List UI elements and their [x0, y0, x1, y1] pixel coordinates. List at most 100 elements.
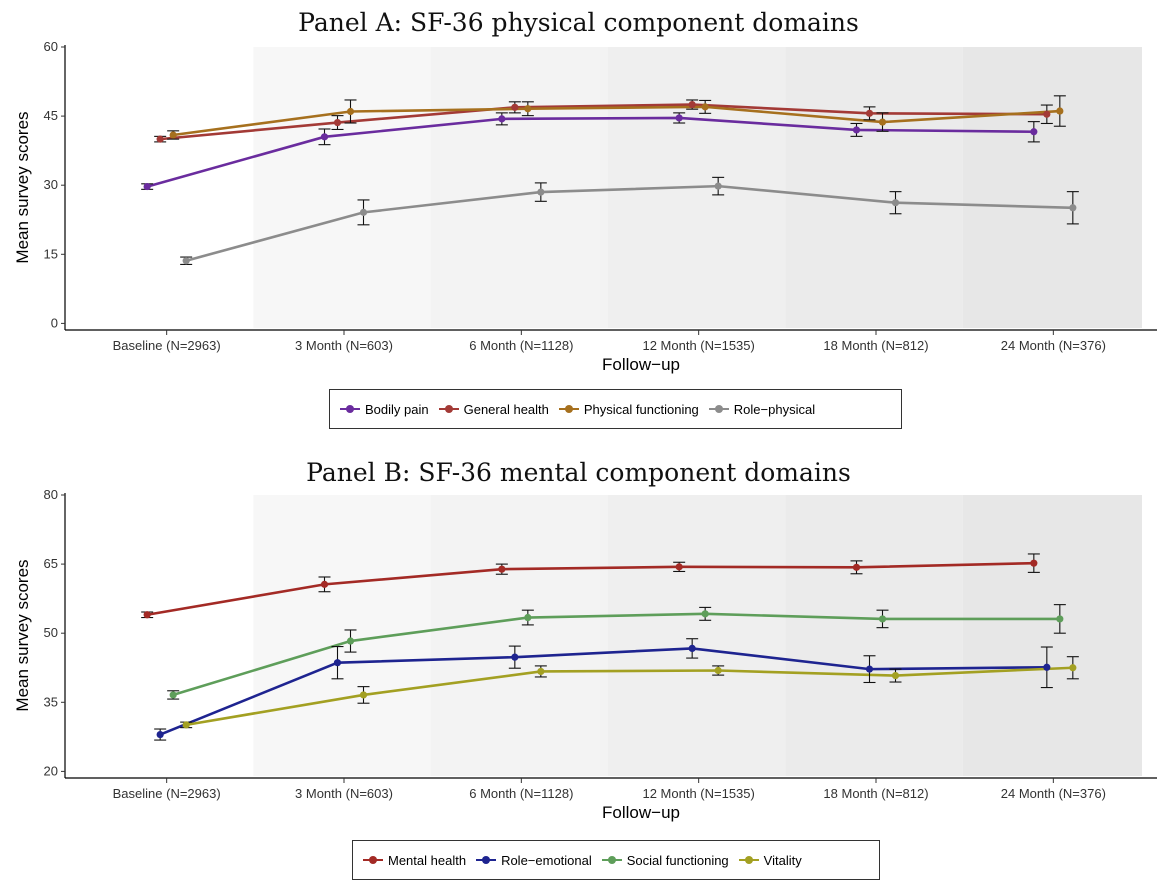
data-point [156, 135, 164, 143]
data-point [865, 109, 874, 117]
y-tick-label: 30 [44, 177, 58, 192]
x-tick-label: 18 Month (N=812) [823, 786, 928, 801]
x-tick-label: 12 Month (N=1535) [642, 338, 754, 353]
series-line-bodily-pain [146, 116, 1034, 188]
legend-swatch [601, 855, 622, 865]
data-point [1043, 663, 1051, 671]
legend-entry: General health [438, 401, 549, 417]
legend-swatch [708, 404, 729, 414]
legend-label: Mental health [388, 852, 467, 868]
x-tick-label: 6 Month (N=1128) [469, 786, 573, 801]
data-point [1043, 110, 1051, 118]
series-line-vitality [185, 666, 1073, 727]
x-tick-label: 24 Month (N=376) [1001, 786, 1106, 801]
y-tick-label: 0 [51, 315, 58, 330]
legend-label: Vitality [763, 852, 802, 868]
data-point [346, 107, 355, 116]
data-point [143, 611, 151, 619]
x-tick-label: Baseline (N=2963) [113, 338, 221, 353]
data-point [1030, 559, 1038, 567]
chart-plot-a: 0 15 30 45 60 Baseline (N=2963) 3 Month (N=603… [13, 40, 1157, 374]
data-point [865, 665, 874, 673]
legend-label: Role−physical [733, 401, 816, 417]
chart-title: Panel A: SF-36 physical component domain… [298, 8, 859, 37]
x-tick-label: 6 Month (N=1128) [469, 338, 573, 353]
background-band [962, 47, 1140, 328]
y-tick-label: 80 [44, 488, 58, 502]
x-tick-label: 18 Month (N=812) [823, 338, 928, 353]
data-point [156, 730, 164, 739]
y-axis-label: Mean survey scores [13, 559, 32, 711]
data-point [701, 610, 709, 618]
series-line-role-physical [185, 184, 1073, 262]
background-band [608, 495, 786, 776]
data-point [359, 208, 368, 216]
legend-entry: Role−physical [708, 401, 816, 417]
data-point [346, 637, 355, 645]
data-point [498, 565, 506, 573]
legend-swatch [363, 855, 383, 865]
background-band [962, 495, 1140, 776]
data-point [359, 691, 368, 699]
legend-entry: Physical functioning [558, 401, 699, 417]
legend-entry: Bodily pain [340, 402, 429, 417]
legend-label: Physical functioning [583, 401, 699, 417]
data-point [169, 691, 177, 699]
x-axis-label: Follow−up [602, 355, 680, 374]
legend-entry: Vitality [738, 852, 802, 868]
x-tick-label: 24 Month (N=376) [1001, 338, 1106, 353]
data-point [675, 563, 683, 571]
data-point [1069, 204, 1077, 212]
series-line-physical-functioning [172, 105, 1060, 137]
x-tick-label: 12 Month (N=1535) [642, 786, 754, 801]
data-point [852, 126, 861, 134]
background-band [1140, 495, 1142, 776]
data-point [537, 188, 545, 196]
data-point [852, 563, 861, 571]
panel-b: Panel B: SF-36 mental component domains … [0, 448, 1157, 880]
x-tick-label: Baseline (N=2963) [113, 786, 221, 801]
legend-label: Bodily pain [365, 401, 429, 417]
x-tick-label: 3 Month (N=603) [295, 786, 393, 801]
y-tick-label: 50 [44, 625, 58, 640]
data-point [1056, 615, 1064, 623]
data-point [333, 118, 342, 127]
y-tick-label: 65 [44, 556, 58, 571]
data-point [498, 115, 506, 123]
data-point [714, 182, 722, 190]
data-point [714, 666, 722, 675]
background-band [253, 495, 431, 776]
data-point [511, 653, 519, 661]
data-point [701, 103, 709, 111]
legend-entry: Mental health [363, 853, 466, 868]
legend-entry: Role−emotional [476, 853, 592, 868]
legend-swatch [438, 404, 459, 414]
chart-plot-b: 20 35 50 65 80 Baseline (N=2963) 3 Month (N=60… [13, 488, 1157, 822]
data-point [524, 613, 532, 622]
data-point [1069, 664, 1077, 672]
y-tick-label: 15 [44, 246, 58, 261]
legend-label: General health [463, 401, 549, 417]
series-line-mental-health [146, 561, 1034, 617]
data-point [333, 659, 342, 667]
data-point [878, 118, 887, 126]
legend-label: Social functioning [626, 852, 729, 868]
x-axis-label: Follow−up [602, 803, 680, 822]
data-point [675, 114, 683, 122]
data-point [320, 580, 329, 588]
data-point [143, 182, 151, 191]
data-point [891, 199, 900, 207]
data-point [182, 721, 190, 729]
background-band [253, 47, 431, 328]
data-point [169, 131, 177, 139]
data-point [537, 667, 545, 676]
data-point [1030, 128, 1038, 136]
legend: Mental health Role−emotional Social functi… [352, 840, 880, 880]
background-band [430, 495, 608, 776]
series-line-general-health [160, 103, 1047, 141]
legend-entry: Social functioning [601, 852, 729, 868]
data-point [878, 615, 887, 623]
data-point [524, 105, 532, 113]
data-point [182, 257, 190, 265]
legend-swatch [476, 855, 497, 865]
